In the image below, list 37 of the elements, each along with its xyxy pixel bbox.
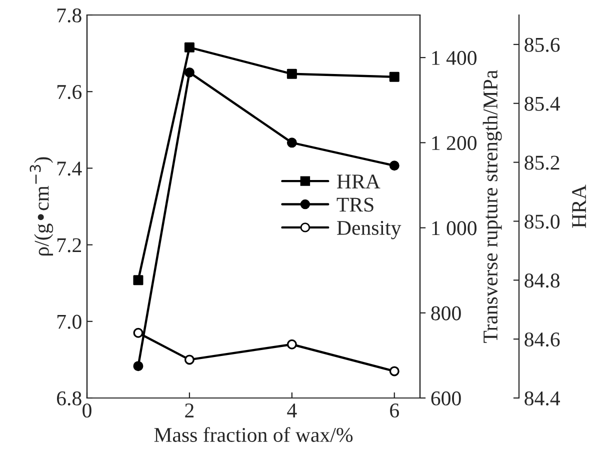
- point: [389, 160, 400, 171]
- y2-tick-label: 600: [431, 391, 461, 406]
- point: [286, 68, 297, 79]
- legend-label: Density: [337, 220, 402, 240]
- y3-tick-label: 85.4: [524, 96, 560, 111]
- point: [184, 42, 194, 52]
- y3-tick-label: 84.6: [524, 332, 560, 347]
- y3-tick-label: 85.6: [524, 38, 560, 52]
- y2-tick-label: 1 000: [432, 221, 476, 236]
- y-tick-label: 6.8: [56, 391, 82, 406]
- x-axis-title: Mass fraction of wax/%: [154, 427, 353, 442]
- y3-axis-title: HRA: [572, 184, 586, 228]
- y-tick-label: 7.8: [57, 8, 82, 23]
- y-tick-label: 7.2: [57, 238, 81, 252]
- x-tick-label: 4: [287, 404, 297, 418]
- y3-tick-label: 85.2: [524, 156, 560, 170]
- y-tick-label: 7.4: [57, 162, 82, 176]
- y2-tick-label: 1 200: [432, 136, 476, 150]
- x-tick-label: 2: [185, 404, 194, 418]
- x-tick-label: 0: [82, 403, 92, 418]
- y2-tick-label: 1 400: [432, 50, 476, 65]
- point: [133, 275, 144, 286]
- point: [133, 361, 144, 372]
- y-tick-label: 7.6: [57, 85, 82, 100]
- y3-tick-label: 84.8: [524, 274, 560, 288]
- point: [184, 67, 194, 78]
- legend-label: TRS: [336, 198, 374, 212]
- y2-tick-label: 800: [431, 306, 461, 320]
- point: [286, 138, 297, 148]
- y3-tick-label: 85.0: [524, 214, 560, 229]
- x-tick-label: 6: [390, 404, 399, 418]
- y-tick-label: 7.0: [57, 314, 82, 329]
- legend-label: HRA: [337, 174, 380, 188]
- y2-axis-title: Transverse rupture strength/MPa: [482, 70, 502, 343]
- y-axis-title: ρ/(g•cm$^{−3}$): [30, 157, 54, 256]
- y3-tick-label: 84.4: [524, 391, 560, 406]
- point: [389, 72, 400, 82]
